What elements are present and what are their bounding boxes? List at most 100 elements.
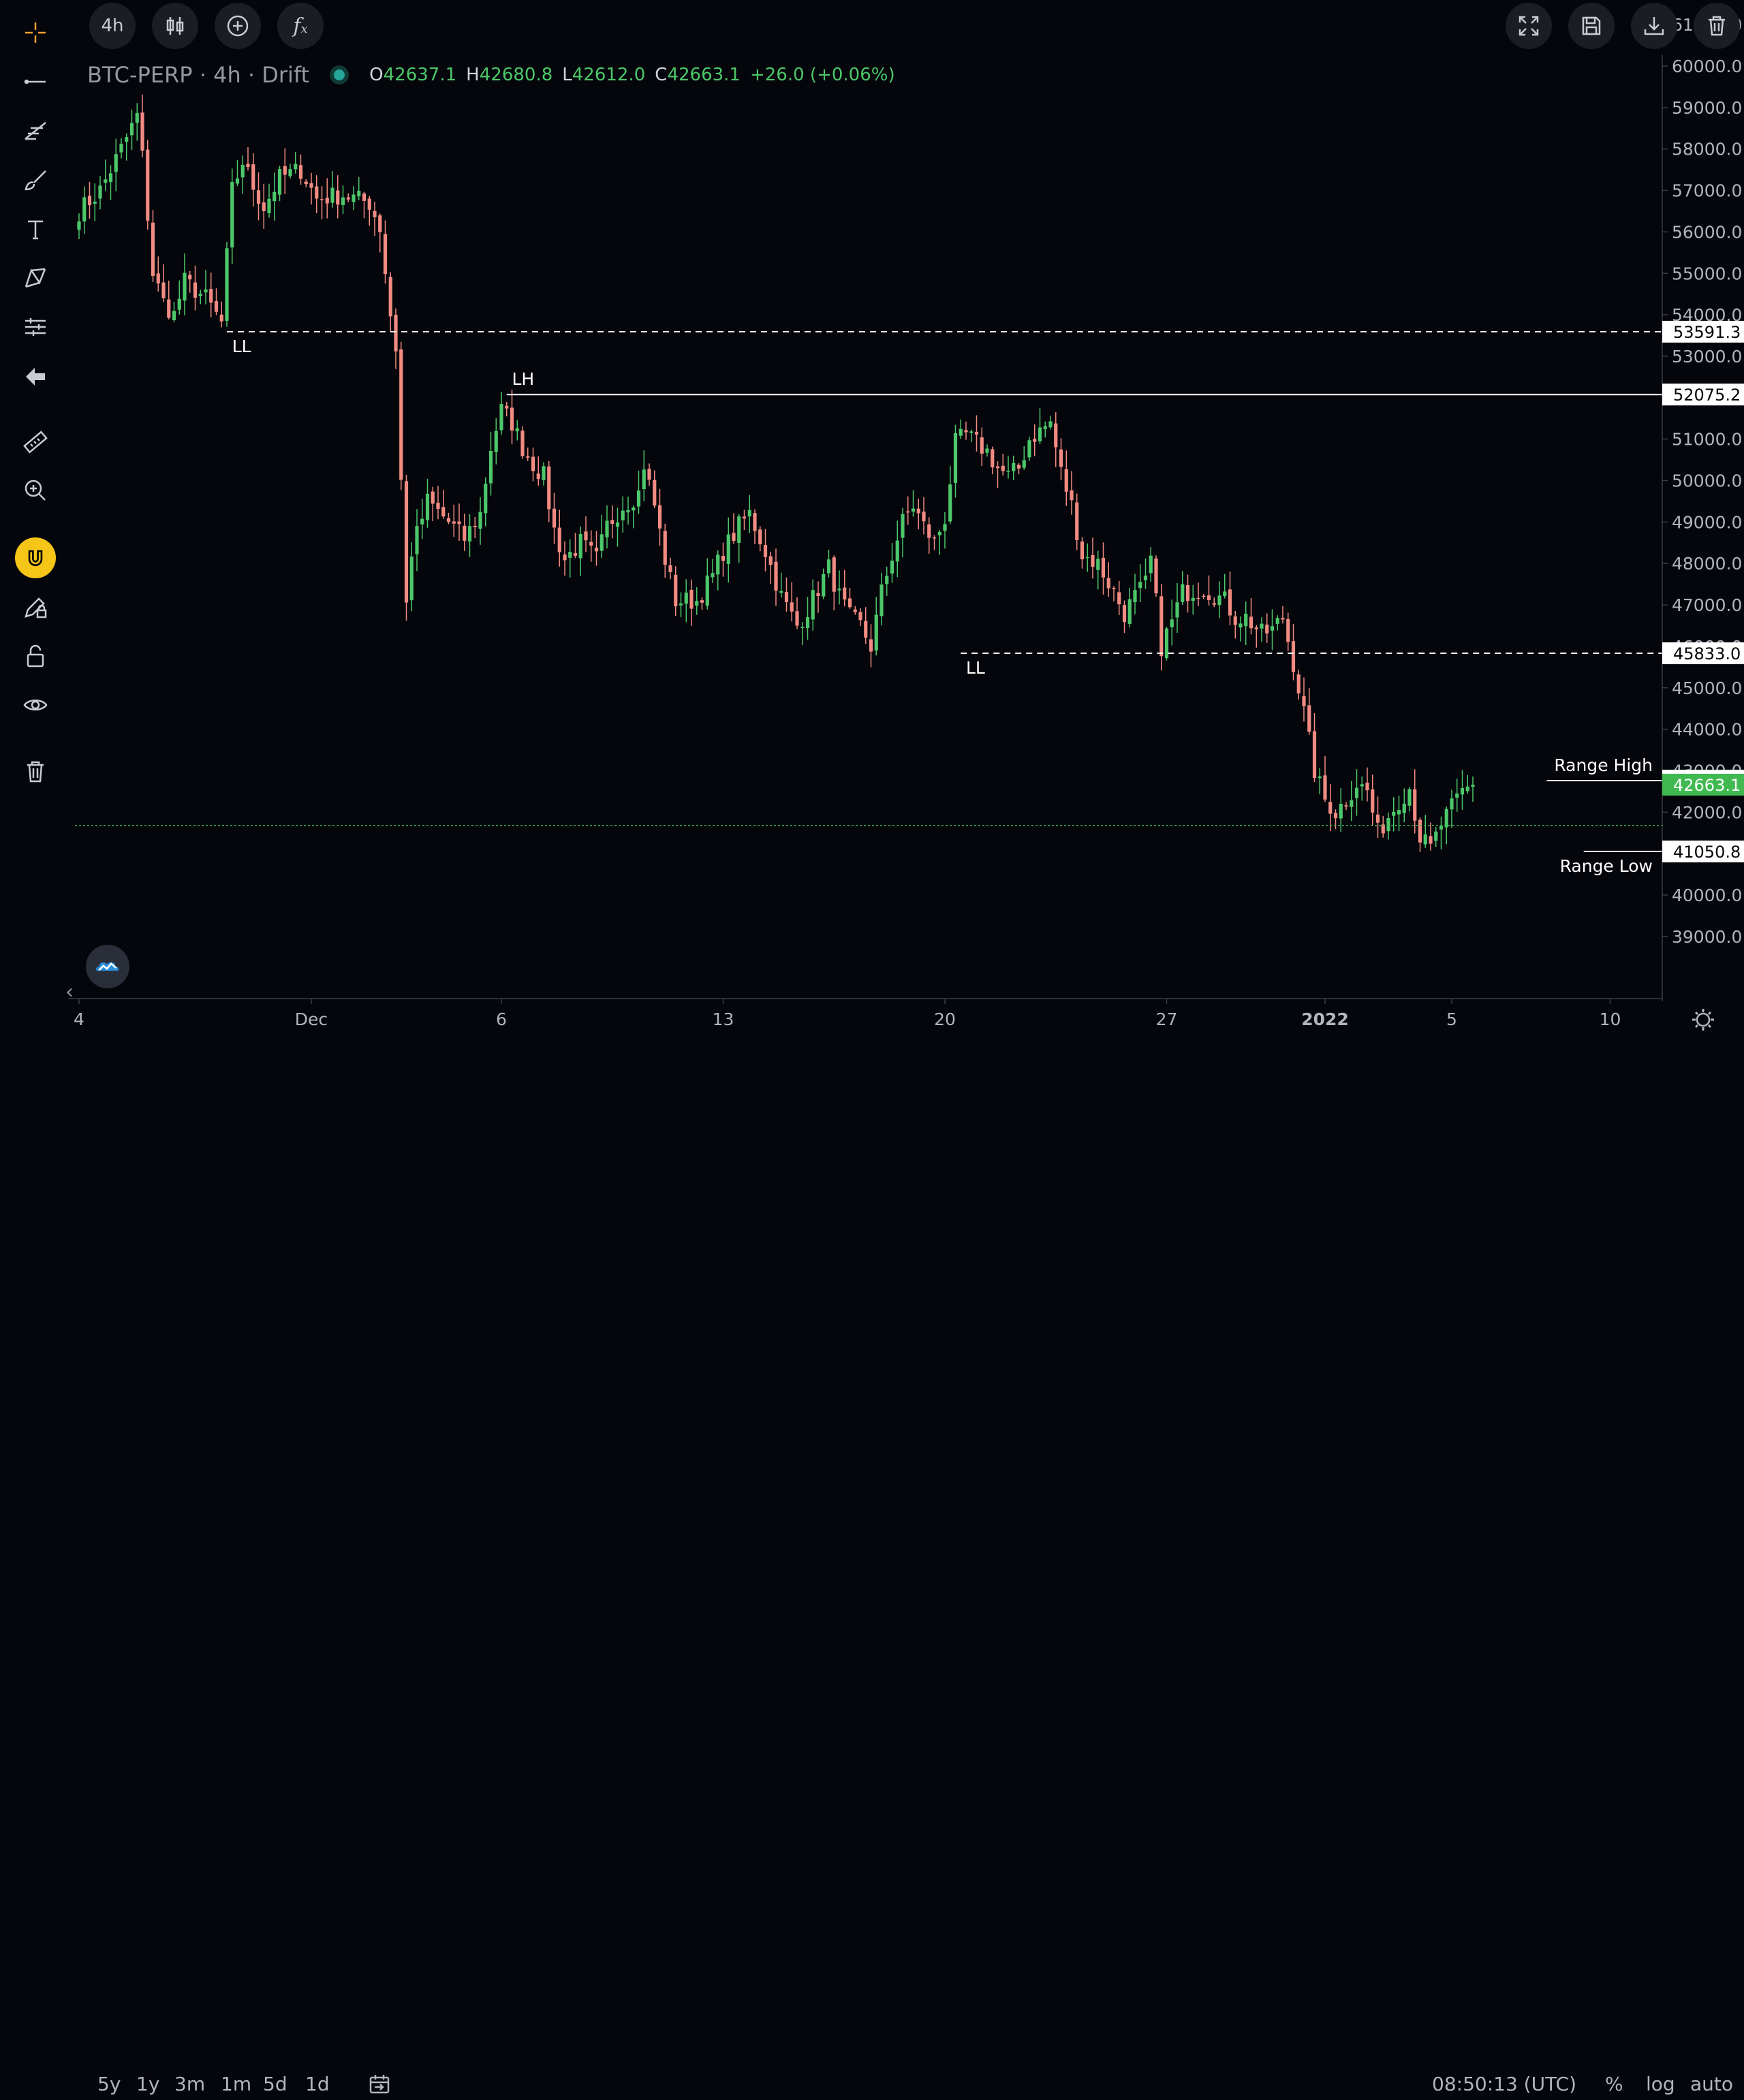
fib-tool[interactable] bbox=[15, 111, 56, 152]
level-price-label: 41050.8 bbox=[1673, 843, 1741, 862]
candle-body bbox=[119, 143, 123, 153]
save-button[interactable] bbox=[1568, 3, 1615, 49]
candle-body bbox=[362, 193, 367, 201]
range-1y[interactable]: 1y bbox=[136, 2073, 160, 2095]
hide-drawings-tool[interactable] bbox=[15, 685, 56, 725]
candle-body bbox=[1217, 595, 1221, 606]
level-annotation: Range High bbox=[1554, 755, 1653, 775]
scroll-left-icon: ‹ bbox=[65, 980, 74, 1004]
candle-body bbox=[177, 298, 181, 310]
candle-body bbox=[473, 526, 477, 527]
candle-body bbox=[510, 407, 514, 431]
log-toggle[interactable]: log bbox=[1646, 2073, 1675, 2095]
candle-body bbox=[985, 448, 989, 453]
delete-button[interactable] bbox=[1694, 3, 1740, 49]
pattern-tool[interactable] bbox=[15, 257, 56, 298]
candle-body bbox=[943, 524, 947, 531]
candle-body bbox=[1143, 576, 1148, 580]
candle-body bbox=[568, 552, 572, 558]
stay-drawing-tool[interactable] bbox=[15, 586, 56, 627]
candle-body bbox=[795, 611, 799, 626]
candle-body bbox=[1239, 623, 1243, 628]
candle-body bbox=[294, 163, 298, 170]
candle-body bbox=[404, 481, 409, 603]
tradingview-logo[interactable] bbox=[86, 945, 129, 988]
candle-body bbox=[336, 190, 340, 205]
brush-tool[interactable] bbox=[15, 160, 56, 201]
go-to-date-button[interactable] bbox=[368, 2073, 392, 2097]
candle-body bbox=[721, 556, 726, 561]
candle-body bbox=[1159, 596, 1164, 657]
candle-body bbox=[1164, 628, 1169, 659]
chart-type-button[interactable] bbox=[152, 3, 198, 49]
candle-body bbox=[452, 521, 456, 524]
candle-body bbox=[1043, 426, 1047, 429]
range-1d[interactable]: 1d bbox=[305, 2073, 330, 2095]
candle-body bbox=[1096, 559, 1100, 570]
magnet-tool[interactable] bbox=[15, 537, 56, 578]
arrow-left-icon bbox=[26, 368, 45, 386]
last-price-label: 42663.1 bbox=[1673, 776, 1741, 795]
range-1m[interactable]: 1m bbox=[221, 2073, 252, 2095]
candle-body bbox=[183, 272, 187, 301]
candle-body bbox=[1444, 809, 1448, 828]
range-3m[interactable]: 3m bbox=[174, 2073, 206, 2095]
price-tick-label: 55000.0 bbox=[1672, 264, 1742, 283]
candle-body bbox=[1059, 449, 1063, 467]
download-icon bbox=[1644, 17, 1664, 35]
remove-drawings-tool[interactable] bbox=[15, 751, 56, 792]
candle-body bbox=[1381, 824, 1385, 834]
zoom-tool[interactable] bbox=[15, 470, 56, 511]
lock-drawings-tool[interactable] bbox=[15, 636, 56, 676]
measure-tool[interactable] bbox=[15, 422, 56, 463]
line-icon bbox=[24, 79, 46, 84]
fullscreen-button[interactable] bbox=[1506, 3, 1552, 49]
price-tick-label: 48000.0 bbox=[1672, 554, 1742, 574]
ohlc-close: C42663.1 bbox=[655, 65, 741, 85]
back-tool[interactable] bbox=[15, 356, 56, 397]
candle-body bbox=[309, 183, 313, 188]
trash-icon bbox=[1709, 16, 1725, 36]
indicators-button[interactable]: fx bbox=[277, 3, 324, 49]
interval-button[interactable]: 4h bbox=[89, 3, 136, 49]
candle-body bbox=[1196, 597, 1200, 599]
auto-toggle[interactable]: auto bbox=[1690, 2073, 1734, 2095]
candle-body bbox=[330, 187, 334, 203]
chart-legend: BTC-PERP · 4h · Drift O42637.1 H42680.8 … bbox=[87, 60, 895, 90]
candle-body bbox=[1407, 789, 1412, 806]
download-button[interactable] bbox=[1631, 3, 1677, 49]
candle-body bbox=[352, 194, 356, 202]
compare-button[interactable] bbox=[215, 3, 261, 49]
utc-clock[interactable]: 08:50:13 (UTC) bbox=[1432, 2073, 1577, 2095]
trendline-tool[interactable] bbox=[15, 61, 56, 102]
time-tick-label: 4 bbox=[74, 1009, 84, 1029]
percent-toggle[interactable]: % bbox=[1605, 2073, 1623, 2095]
candle-body bbox=[1054, 423, 1058, 448]
candle-body bbox=[726, 534, 730, 564]
candle-body bbox=[526, 456, 530, 458]
candle-body bbox=[594, 547, 599, 552]
time-tick-label: 10 bbox=[1600, 1009, 1621, 1029]
candle-body bbox=[632, 507, 636, 511]
level-price-tag bbox=[1662, 642, 1744, 665]
text-tool[interactable] bbox=[15, 209, 56, 250]
range-5d[interactable]: 5d bbox=[263, 2073, 287, 2095]
candle-body bbox=[367, 198, 371, 210]
candle-body bbox=[415, 526, 419, 554]
price-tick-label: 50000.0 bbox=[1672, 471, 1742, 491]
level-price-tag bbox=[1662, 320, 1744, 343]
candle-body bbox=[267, 198, 271, 213]
candle-body bbox=[695, 601, 699, 606]
candle-body bbox=[657, 505, 662, 529]
crosshair-tool[interactable] bbox=[15, 12, 56, 53]
candle-body bbox=[1033, 439, 1037, 442]
price-tick-label: 57000.0 bbox=[1672, 181, 1742, 201]
symbol-title[interactable]: BTC-PERP · 4h · Drift bbox=[87, 62, 310, 88]
range-5y[interactable]: 5y bbox=[97, 2073, 121, 2095]
candle-body bbox=[1027, 440, 1031, 458]
candle-body bbox=[420, 518, 424, 524]
candle-body bbox=[77, 221, 81, 230]
forecast-tool[interactable] bbox=[15, 307, 56, 347]
ohlc-high: H42680.8 bbox=[466, 65, 553, 85]
